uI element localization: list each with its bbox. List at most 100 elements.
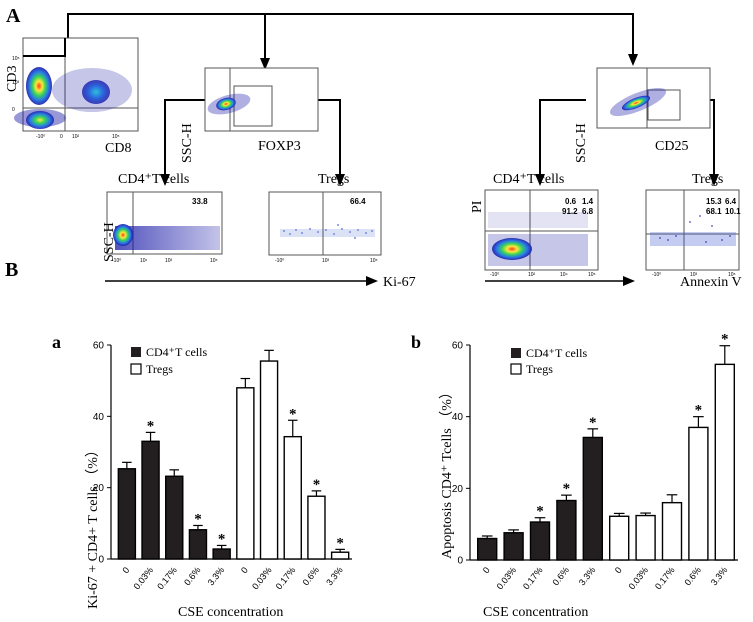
legend-swatch-treg	[510, 363, 522, 375]
significance-star: *	[336, 535, 344, 551]
bar	[529, 521, 551, 561]
apoptosis-cd4-title: CD4⁺T cells	[493, 172, 564, 187]
plot-ssc-foxp3: SSC-H FOXP3	[180, 67, 319, 163]
x-axis-title-apoptosis: CSE concentration	[483, 605, 588, 620]
significance-star: *	[289, 406, 297, 422]
ki67-treg-scatter	[280, 224, 375, 239]
bar	[556, 499, 577, 561]
significance-star: *	[313, 477, 321, 493]
panel-label-a: A	[6, 5, 21, 27]
tick-label: -10⁰	[490, 272, 499, 278]
x-tick-label: 3.3%	[324, 565, 345, 587]
tick-label: 10⁴	[560, 272, 568, 278]
x-tick-label: 0.17%	[155, 565, 179, 591]
y-tick-label: 20	[452, 484, 464, 495]
ssc-axis-label-foxp3: SSC-H	[180, 123, 195, 163]
annexin-axis-label: Annexin V	[680, 275, 742, 290]
bar	[688, 426, 709, 561]
apo-cd4-ur: 1.4	[582, 197, 594, 206]
x-tick-label: 0.6%	[301, 565, 322, 587]
bar	[714, 363, 736, 561]
cd3-axis-label: CD3	[5, 66, 20, 92]
bar	[582, 436, 604, 561]
tick-label: 10³	[322, 258, 330, 264]
legend-swatch-cd4	[131, 347, 141, 357]
tick-label: -10⁰	[36, 134, 45, 140]
ki67-cd4-percent: 33.8	[192, 197, 208, 206]
bar	[307, 495, 326, 560]
x-tick-label: 0	[239, 565, 250, 575]
x-tick-label: 0.17%	[653, 565, 677, 591]
y-tick-label: 60	[93, 341, 105, 352]
bar	[476, 537, 498, 561]
y-tick-label: 40	[452, 412, 464, 423]
x-tick-label: 0	[481, 565, 492, 575]
ssc-axis-label-ki67: SSC-H	[102, 222, 117, 262]
x-tick-label: 0.03%	[495, 565, 519, 591]
significance-star: *	[695, 403, 703, 419]
y-tick-label: 0	[457, 556, 463, 567]
ki67-axis-label: Ki-67	[383, 275, 416, 290]
plot-ssc-cd25: SSC-H CD25	[574, 67, 711, 163]
flow-arrowheads	[160, 54, 719, 186]
ki67-arrowhead	[366, 276, 378, 286]
x-tick-label: 0.6%	[682, 565, 703, 587]
y-tick-label: 0	[98, 555, 104, 566]
plot-apoptosis-treg: 15.3 6.4 68.1 10.1	[645, 189, 741, 271]
tick-label: 10³	[12, 80, 20, 86]
x-tick-label: 0.17%	[521, 565, 545, 591]
bar	[117, 468, 137, 560]
plot-apoptosis-cd4: 0.6 1.4 91.2 6.8	[484, 189, 599, 271]
tick-label: 10⁵	[210, 258, 218, 264]
apo-treg-lr: 10.1	[725, 207, 741, 216]
tick-label: 10³	[690, 272, 698, 278]
legend-label-treg: Tregs	[146, 362, 173, 376]
apo-treg-ul: 15.3	[706, 197, 722, 206]
bar	[661, 501, 683, 561]
x-tick-label: 0.03%	[250, 565, 274, 591]
legend-apoptosis: CD4⁺T cells Tregs	[510, 346, 587, 376]
bar	[283, 435, 302, 560]
tick-label: 10⁵	[12, 56, 20, 62]
y-axis-title-ki67: Ki-67 + CD4+ T cells （%）	[85, 443, 101, 609]
tick-label: -10⁰	[652, 272, 661, 278]
y-axis-title-apoptosis: Apoptosis CD4⁺ Tcells （%）	[439, 385, 455, 559]
significance-star: *	[721, 332, 729, 348]
ki67-treg-title: Tregs	[318, 172, 349, 187]
tick-label: 0	[60, 134, 63, 140]
y-tick-label: 60	[452, 341, 464, 352]
bar	[503, 532, 524, 561]
bar	[236, 387, 255, 560]
bar	[212, 548, 231, 560]
tick-label: 10⁵	[588, 272, 596, 278]
bar	[141, 440, 160, 560]
bar	[259, 360, 279, 560]
cd8-axis-label: CD8	[105, 141, 131, 156]
foxp3-axis-label: FOXP3	[258, 139, 301, 154]
y-tick-label: 20	[93, 483, 105, 494]
x-tick-label: 3.3%	[577, 565, 598, 587]
significance-star: *	[563, 481, 571, 497]
legend-swatch-treg	[130, 363, 142, 375]
cd25-axis-label: CD25	[655, 139, 688, 154]
x-tick-label: 0.17%	[274, 565, 298, 591]
tick-label: -10⁰	[275, 258, 284, 264]
y-tick-label: 40	[93, 412, 105, 423]
plot-ki67-cd4: 33.8 SSC-H	[102, 191, 223, 262]
ki67-treg-percent: 66.4	[350, 197, 366, 206]
tick-label: -10⁰	[112, 258, 121, 264]
plot-ki67-treg: 66.4	[268, 191, 382, 256]
bar	[635, 514, 656, 561]
bar	[165, 475, 184, 560]
pi-axis-label: PI	[470, 200, 485, 213]
x-tick-label: 3.3%	[206, 565, 227, 587]
tick-label: 10²	[72, 134, 80, 140]
legend-label-cd4: CD4⁺T cells	[526, 346, 587, 360]
bar	[330, 551, 350, 560]
apo-cd4-ul: 0.6	[565, 197, 577, 206]
subpanel-label-a: a	[52, 332, 61, 352]
subpanel-label-b: b	[411, 332, 421, 352]
